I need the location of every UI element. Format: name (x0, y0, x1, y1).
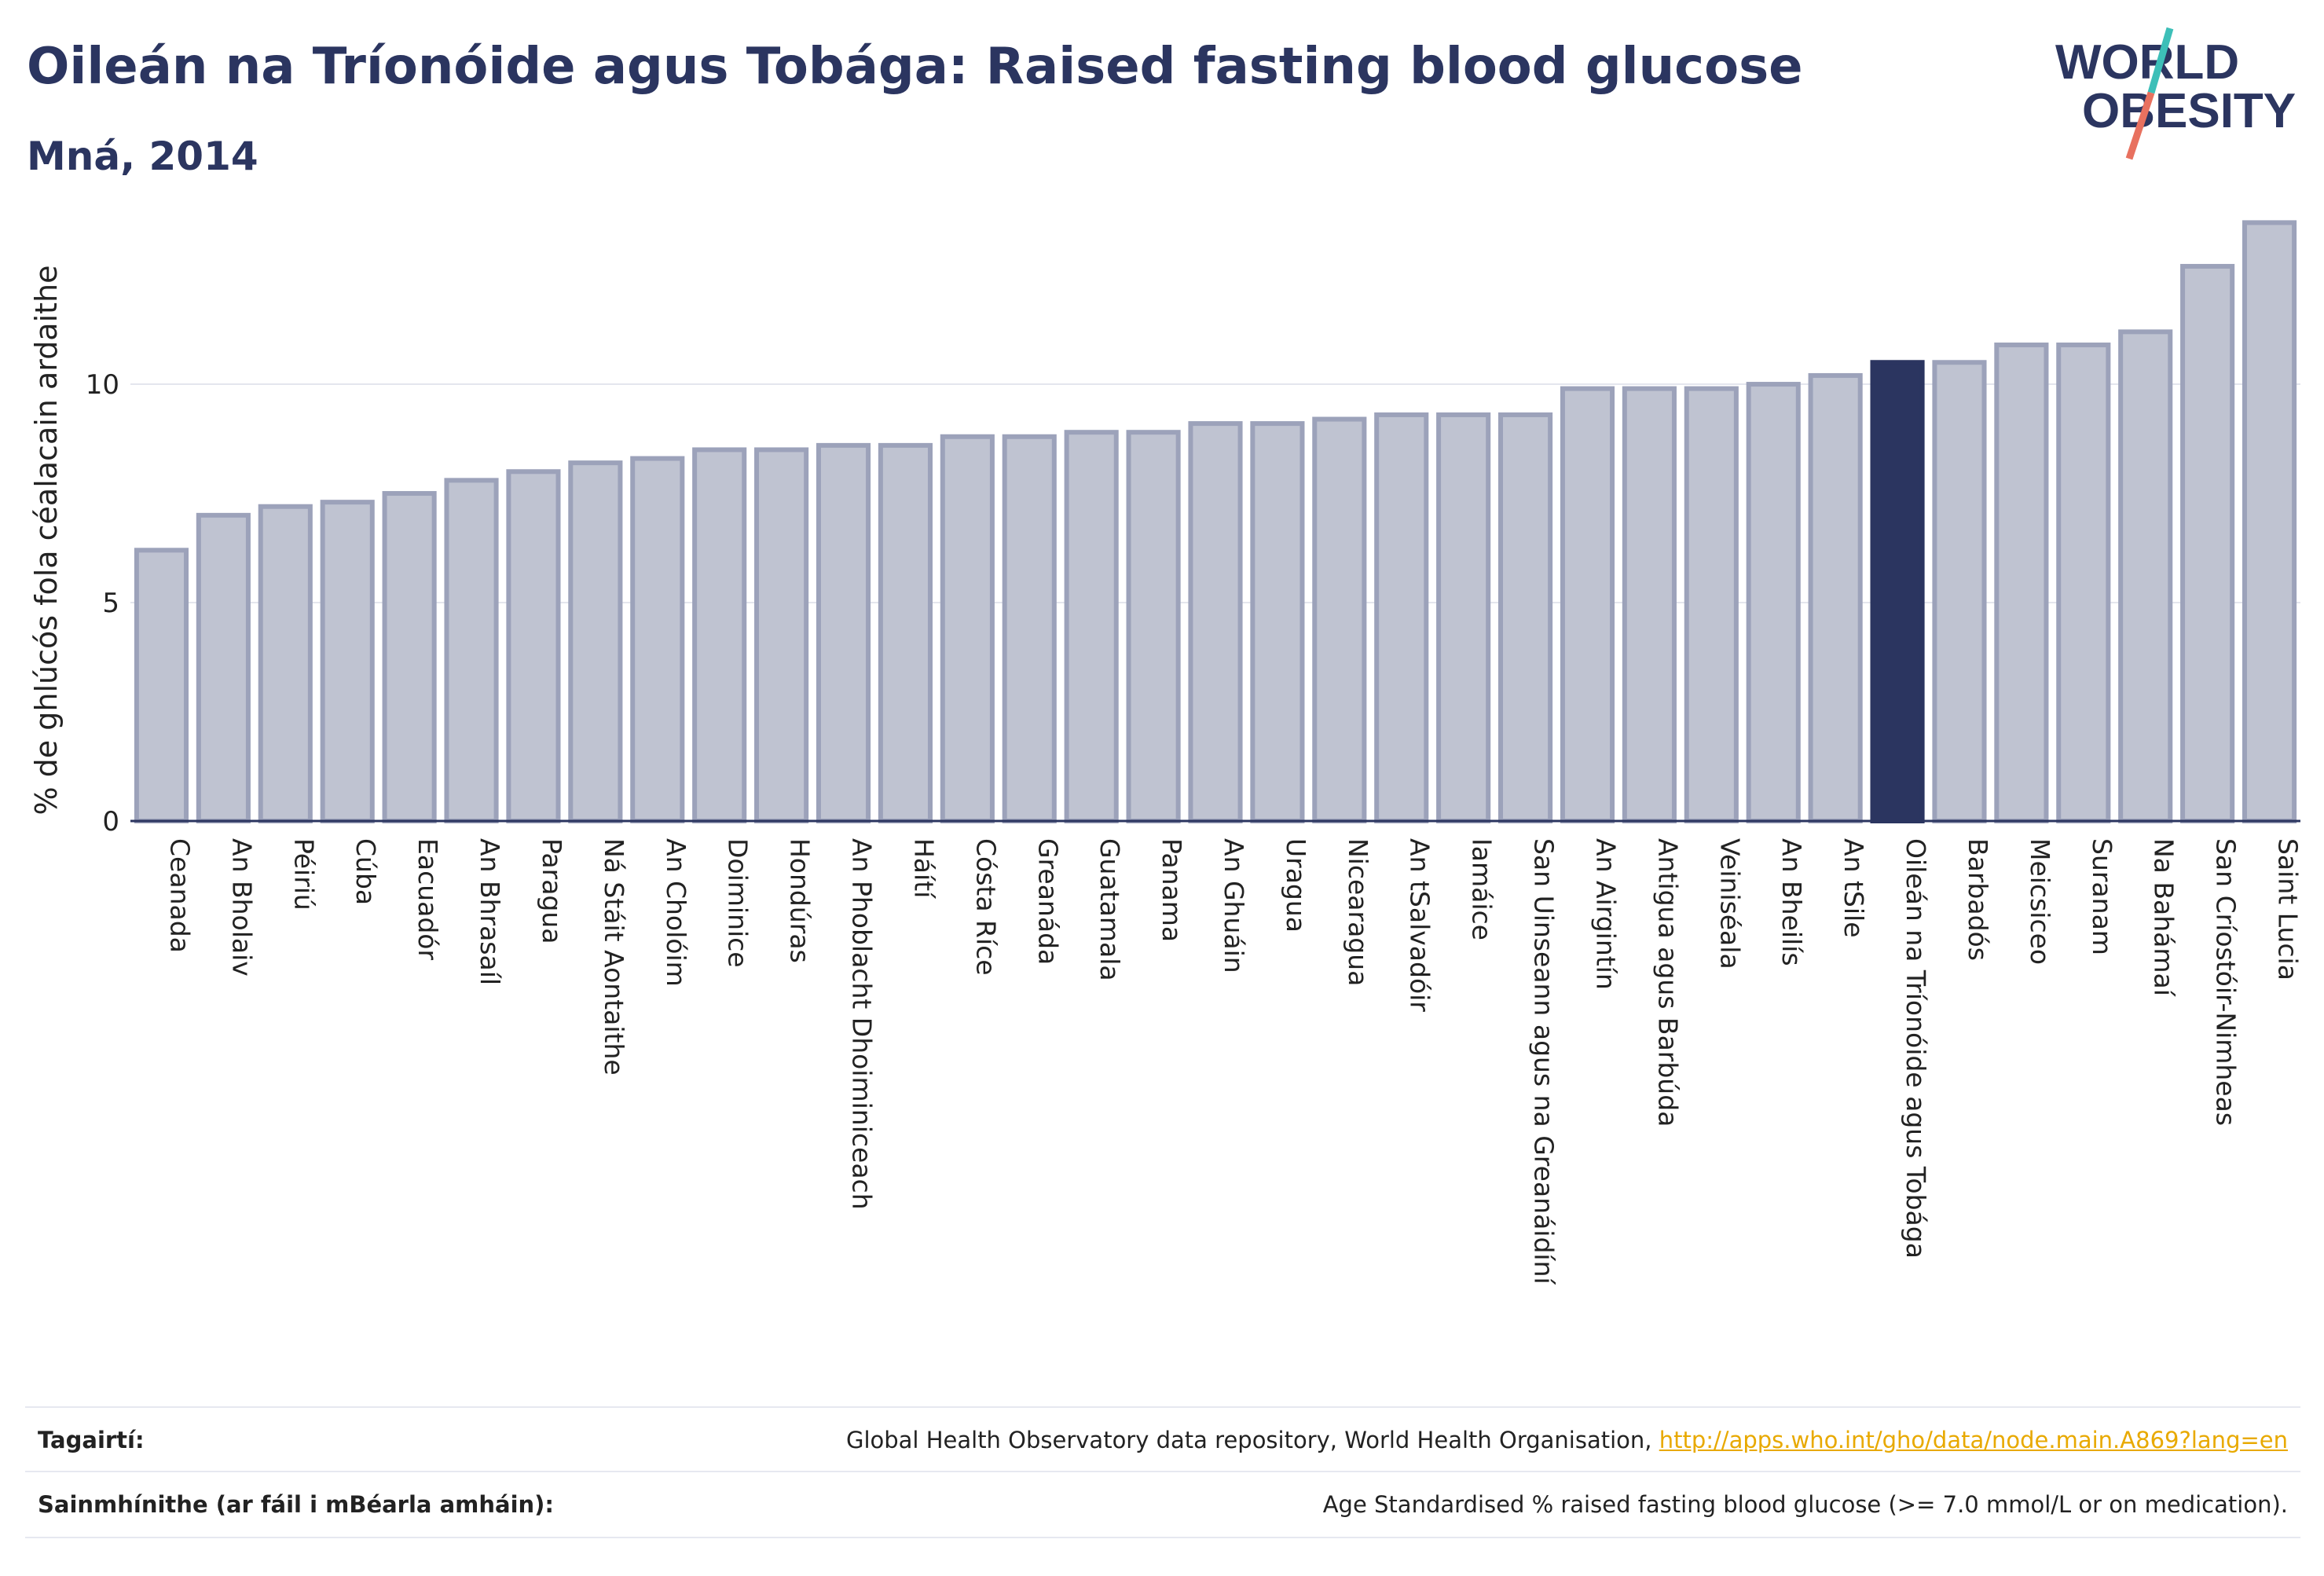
x-tick-label: Cúba (350, 838, 381, 905)
bar (1064, 430, 1119, 823)
x-tick-label: An Cholóim (661, 838, 691, 987)
x-tick-label: An Phoblacht Dhoiminiceach (847, 838, 878, 1210)
x-tick-label: Barbadós (1963, 838, 1993, 961)
bar (1250, 421, 1305, 823)
bar (1932, 360, 1987, 823)
x-tick-label: Nicearagua (1343, 838, 1373, 986)
x-tick-label: An Bheilís (1776, 838, 1807, 966)
x-tick-label: Panama (1157, 838, 1187, 942)
x-tick-label: An Bhrasaíl (475, 838, 505, 985)
y-axis-title: % de ghlúcós fola céalacain ardaithe (29, 265, 64, 815)
world-obesity-logo: WORLD OBESITY (2055, 27, 2296, 160)
logo-text-world: WORLD (2055, 35, 2239, 90)
bar (320, 500, 375, 823)
bar (1312, 416, 1367, 824)
x-tick-label: Veiniséala (1714, 838, 1745, 969)
bar (1374, 412, 1429, 823)
x-tick-label: Oileán na Tríonóide agus Tobága (1901, 838, 1931, 1259)
x-tick-label: An tSalvadóir (1405, 838, 1435, 1012)
bar (1622, 386, 1677, 824)
definitions-row: Sainmhínithe (ar fáil i mBéarla amháin):… (25, 1471, 2300, 1538)
bar (1808, 372, 1863, 823)
bar (1560, 386, 1615, 824)
bar (2180, 263, 2235, 823)
x-tick-label: Meicsiceo (2025, 838, 2055, 965)
references-text: Global Health Observatory data repositor… (845, 1427, 1652, 1453)
bar (754, 447, 809, 824)
bar (878, 442, 933, 823)
bar (1188, 421, 1243, 823)
bar-highlighted (1870, 360, 1925, 823)
y-tick-label: 5 (102, 588, 119, 619)
bar (1684, 386, 1739, 824)
definitions-label: Sainmhínithe (ar fáil i mBéarla amháin): (38, 1491, 555, 1518)
references-row: Tagairtí: Global Health Observatory data… (25, 1406, 2300, 1472)
bar (382, 491, 437, 823)
x-tick-label: Háítí (908, 838, 939, 900)
bar (2056, 343, 2111, 823)
references-link[interactable]: http://apps.who.int/gho/data/node.main.A… (1659, 1427, 2288, 1453)
x-tick-label: Doiminice (723, 838, 753, 968)
logo-slash-coral (2125, 91, 2155, 160)
bar (1126, 430, 1181, 823)
x-tick-label: Iamáice (1467, 838, 1497, 940)
logo-slash-teal (2147, 27, 2174, 94)
references-value: Global Health Observatory data repositor… (846, 1427, 2300, 1453)
x-tick-label: Ná Stáit Aontaithe (599, 838, 629, 1076)
chart-title: Oileán na Tríonóide agus Tobága: Raised … (27, 38, 1803, 96)
x-tick-label: Péiriú (288, 838, 319, 911)
x-tick-label: Suranam (2087, 838, 2117, 955)
chart-subtitle: Mná, 2014 (27, 134, 258, 179)
references-label: Tagairtí: (38, 1427, 145, 1453)
x-tick-label: Guatamala (1094, 838, 1125, 981)
bar (2118, 329, 2173, 823)
x-tick-label: Paragua (537, 838, 567, 944)
bar (258, 504, 313, 823)
x-tick-label: Ceanada (164, 838, 195, 953)
bar (568, 460, 623, 823)
x-tick-label: Greanáda (1032, 838, 1063, 965)
x-tick-label: Antigua agus Barbúda (1652, 838, 1683, 1127)
x-tick-label: San Críostóir-Nimheas (2211, 838, 2242, 1126)
definitions-text: Age Standardised % raised fasting blood … (1322, 1491, 2288, 1518)
x-tick-label: An Bholaiv (226, 838, 257, 977)
x-tick-label: Na Bahámaí (2149, 838, 2179, 998)
bar (692, 447, 747, 824)
bar (2242, 220, 2297, 823)
x-tick-label: Uragua (1281, 838, 1311, 933)
x-tick-label: Eacuadór (412, 838, 443, 960)
x-tick-label: Saint Lucia (2273, 838, 2304, 980)
x-tick-label: An tSile (1838, 838, 1869, 938)
bar (940, 434, 995, 823)
x-tick-label: San Uinseann agus na Greanáidíní (1529, 838, 1560, 1286)
x-tick-label: Cósta Ríce (970, 838, 1001, 976)
bar (1498, 412, 1553, 823)
logo-text-obesity: OBESITY (2082, 84, 2296, 138)
y-tick-label: 10 (86, 369, 119, 401)
y-tick-label: 0 (102, 806, 119, 837)
x-tick-label: Hondúras (785, 838, 816, 963)
x-tick-label: An Airgintín (1590, 838, 1621, 990)
bar (1002, 434, 1057, 823)
bar (630, 456, 685, 823)
bar (1994, 343, 2049, 823)
bar (134, 548, 189, 823)
bar-chart: 0 5 10 Ceanada An Bholaiv Péiriú Cúba Eacuadór A… (29, 220, 2304, 1286)
bar (1746, 382, 1801, 823)
bar (1436, 412, 1491, 823)
bar (196, 512, 251, 823)
bar (444, 478, 499, 823)
bar (816, 442, 871, 823)
x-tick-label: An Ghuáin (1219, 838, 1249, 973)
bar (506, 469, 561, 823)
